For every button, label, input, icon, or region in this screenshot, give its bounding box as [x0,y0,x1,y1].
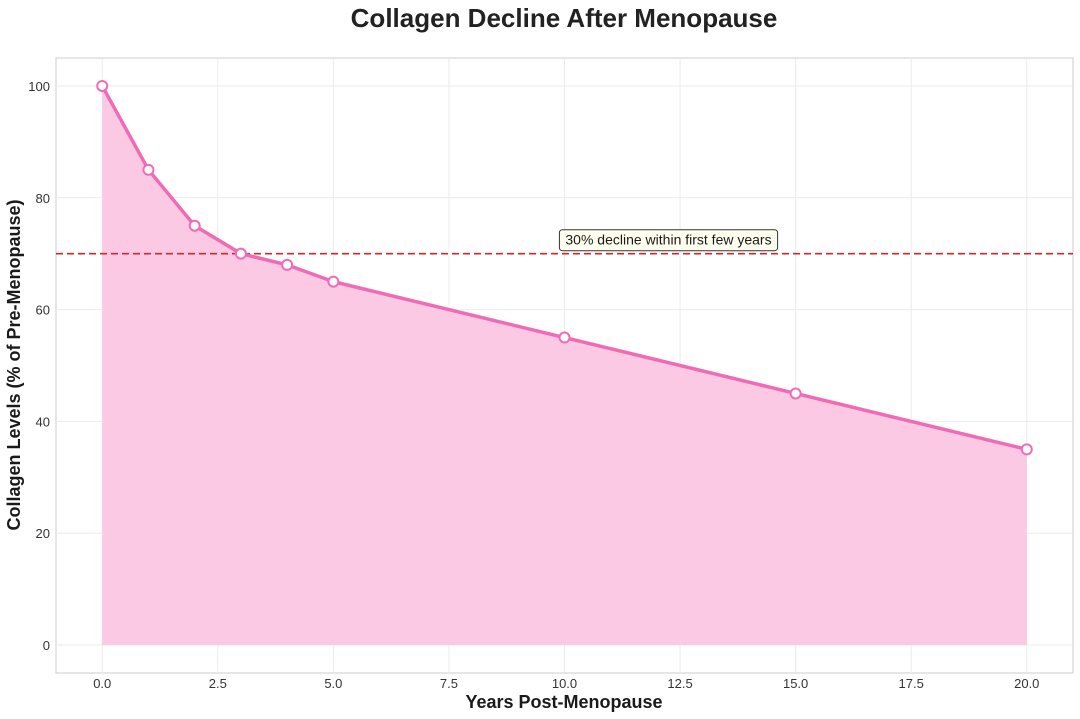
data-point [142,163,155,176]
x-tick-label: 10.0 [552,676,577,691]
x-tick-label: 12.5 [667,676,692,691]
x-tick-label: 5.0 [324,676,342,691]
y-tick-label: 0 [43,638,50,653]
data-point [96,79,109,92]
y-tick-label: 80 [36,191,50,206]
plot-area: 30% decline within first few years [55,57,1074,674]
y-tick-label: 60 [36,303,50,318]
data-point [789,387,802,400]
x-axis-title: Years Post-Menopause [465,692,662,712]
y-tick-label: 40 [36,414,50,429]
x-tick-label: 20.0 [1014,676,1039,691]
y-axis-title: Collagen Levels (% of Pre-Menopause) [4,199,24,530]
x-tick-label: 15.0 [783,676,808,691]
x-axis-ticks: 0.0 2.5 5.0 7.5 10.0 12.5 15.0 17.5 20.0 [93,676,1039,691]
data-markers [96,79,1033,456]
y-axis-ticks: 0 20 40 60 80 100 [28,79,50,653]
data-point [234,247,247,260]
data-point [188,219,201,232]
annotation: 30% decline within first few years [558,229,779,252]
area-fill [102,85,1027,646]
data-point [1020,443,1033,456]
y-tick-label: 100 [28,79,50,94]
x-tick-label: 17.5 [899,676,924,691]
data-point [327,275,340,288]
x-tick-label: 2.5 [209,676,227,691]
chart-title: Collagen Decline After Menopause [351,3,778,33]
data-point [281,258,294,271]
annotation-text: 30% decline within first few years [565,232,771,248]
annotation-box [558,229,779,252]
data-point [558,331,571,344]
x-tick-label: 7.5 [440,676,458,691]
y-tick-label: 20 [36,526,50,541]
x-tick-label: 0.0 [93,676,111,691]
